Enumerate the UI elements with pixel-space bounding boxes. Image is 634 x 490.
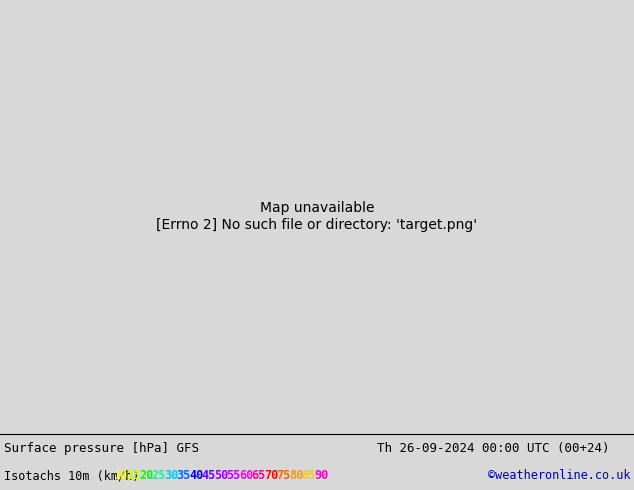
- Text: Isotachs 10m (km/h): Isotachs 10m (km/h): [4, 469, 139, 482]
- Text: 45: 45: [202, 469, 216, 482]
- Text: Th 26-09-2024 00:00 UTC (00+24): Th 26-09-2024 00:00 UTC (00+24): [377, 442, 610, 456]
- Text: 80: 80: [289, 469, 303, 482]
- Text: 90: 90: [314, 469, 328, 482]
- Text: 70: 70: [264, 469, 278, 482]
- Text: 55: 55: [226, 469, 241, 482]
- Text: 50: 50: [214, 469, 228, 482]
- Text: 30: 30: [164, 469, 178, 482]
- Text: 65: 65: [252, 469, 266, 482]
- Text: Surface pressure [hPa] GFS: Surface pressure [hPa] GFS: [4, 442, 199, 456]
- Text: 75: 75: [276, 469, 291, 482]
- Text: 35: 35: [176, 469, 191, 482]
- Text: 60: 60: [239, 469, 253, 482]
- Text: 10: 10: [114, 469, 128, 482]
- Text: 40: 40: [189, 469, 204, 482]
- Text: 20: 20: [139, 469, 153, 482]
- Text: ©weatheronline.co.uk: ©weatheronline.co.uk: [488, 469, 630, 482]
- Text: 85: 85: [302, 469, 316, 482]
- Text: 25: 25: [152, 469, 165, 482]
- Text: 15: 15: [127, 469, 141, 482]
- Text: Map unavailable
[Errno 2] No such file or directory: 'target.png': Map unavailable [Errno 2] No such file o…: [157, 201, 477, 232]
